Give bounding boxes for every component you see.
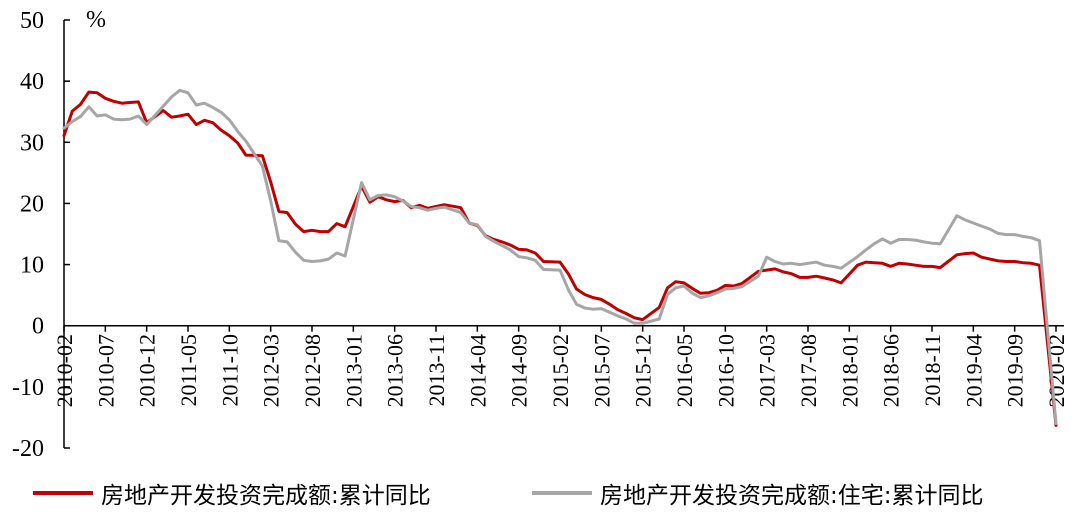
y-tick-label: 40 xyxy=(20,69,44,95)
x-tick-label: 2015-02 xyxy=(548,334,573,407)
x-tick-label: 2016-05 xyxy=(672,334,697,407)
x-tick-label: 2017-03 xyxy=(755,334,780,407)
x-tick-label: 2011-10 xyxy=(217,334,242,407)
x-tick-label: 2014-09 xyxy=(507,334,532,407)
series-lines xyxy=(62,88,1058,427)
x-tick-label: 2013-06 xyxy=(383,334,408,407)
legend-item-total: 房地产开发投资完成额:累计同比 xyxy=(33,476,431,510)
x-tick-label: 2019-04 xyxy=(961,334,986,407)
x-tick-label: 2010-12 xyxy=(135,334,160,407)
legend-label-total: 房地产开发投资完成额:累计同比 xyxy=(101,483,431,509)
y-tick-label: 0 xyxy=(32,314,44,340)
x-tick-label: 2012-08 xyxy=(300,334,325,407)
y-tick-labels: -20 -10 0 10 20 30 40 50 xyxy=(12,8,44,462)
x-tick-label: 2012-03 xyxy=(259,334,284,407)
x-tick-label: 2018-11 xyxy=(920,334,945,407)
x-tick-label: 2011-05 xyxy=(176,334,201,407)
y-tick-label: 50 xyxy=(20,8,44,34)
y-tick-label: -20 xyxy=(12,436,44,462)
legend-label-residential: 房地产开发投资完成额:住宅:累计同比 xyxy=(600,483,984,509)
y-tick-label: 20 xyxy=(20,191,44,217)
y-tick-label: 10 xyxy=(20,253,44,279)
series-line-1 xyxy=(62,90,1058,427)
y-tick-label: -10 xyxy=(12,375,44,401)
x-tick-label: 2013-01 xyxy=(341,334,366,407)
x-tick-label: 2013-11 xyxy=(424,334,449,407)
x-tick-labels: 2010-02 2010-07 2010-12 2011-05 2011-10 2012-… xyxy=(52,334,1069,407)
x-tick-label: 2018-01 xyxy=(837,334,862,407)
x-tick-label: 2019-09 xyxy=(1003,334,1028,407)
chart-legend: 房地产开发投资完成额:累计同比 房地产开发投资完成额:住宅:累计同比 xyxy=(0,476,1080,516)
x-tick-label: 2015-07 xyxy=(589,334,614,407)
x-tick-label: 2010-07 xyxy=(93,334,118,407)
x-tick-label: 2015-12 xyxy=(631,334,656,407)
x-tick-label: 2017-08 xyxy=(796,334,821,407)
x-tick-label: 2018-06 xyxy=(879,334,904,407)
x-tick-label: 2014-04 xyxy=(465,334,490,407)
x-tick-label: 2010-02 xyxy=(52,334,77,407)
chart-axes xyxy=(63,19,1064,449)
y-unit-label: % xyxy=(86,7,106,33)
legend-item-residential: 房地产开发投资完成额:住宅:累计同比 xyxy=(532,476,984,510)
y-tick-label: 30 xyxy=(20,130,44,156)
series-line-2 xyxy=(62,88,1058,425)
legend-swatch-residential xyxy=(532,491,592,495)
legend-swatch-total xyxy=(33,491,93,495)
x-tick-label: 2016-10 xyxy=(713,334,738,407)
